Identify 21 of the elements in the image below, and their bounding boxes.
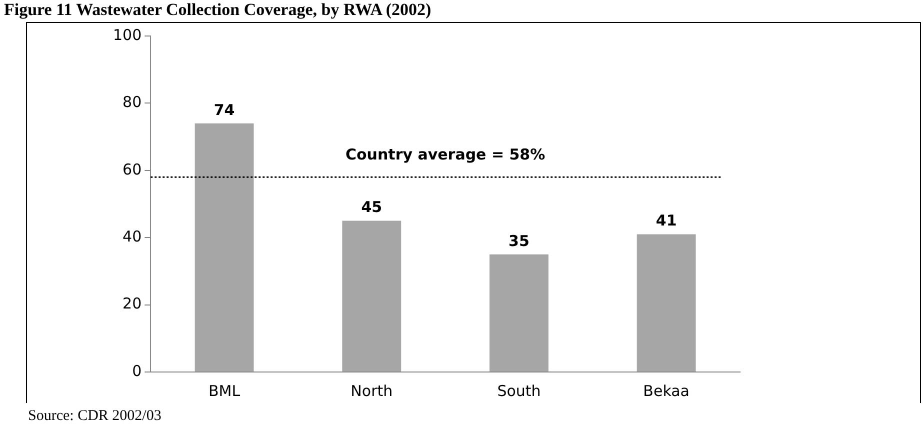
y-tick-label: 20	[122, 294, 142, 313]
bar	[490, 254, 548, 372]
x-tick-label: South	[497, 382, 541, 400]
data-label: 35	[508, 232, 530, 250]
source-note: Source: CDR 2002/03	[28, 408, 162, 425]
bar	[636, 234, 696, 372]
y-tick-label: 60	[122, 160, 142, 178]
ref-line-label: Country average = 58%	[345, 146, 546, 164]
chart-title: Figure 11 Wastewater Collection Coverage, by RWA (2002)	[4, 0, 432, 20]
y-tick-label: 0	[132, 362, 142, 380]
data-label: 74	[214, 100, 235, 119]
data-label: 41	[656, 212, 677, 230]
x-tick-label: BML	[208, 382, 241, 400]
x-tick-label: North	[350, 382, 393, 400]
x-tick-label: Bekaa	[643, 382, 690, 400]
y-tick-label: 80	[122, 93, 142, 112]
y-tick-label: 40	[122, 227, 142, 246]
data-label: 45	[361, 198, 382, 216]
bar	[342, 220, 402, 372]
y-tick-label: 100	[112, 26, 142, 44]
bar	[194, 123, 254, 372]
